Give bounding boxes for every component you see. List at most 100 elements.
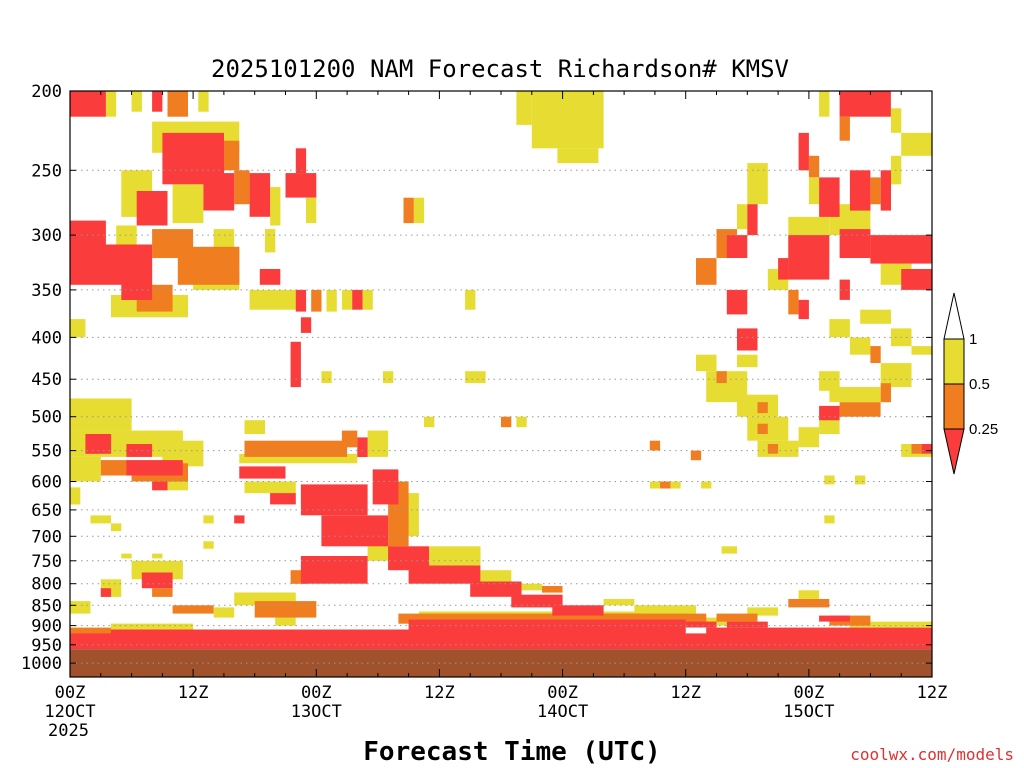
- heatmap-cell: [870, 177, 881, 205]
- heatmap-cell: [367, 430, 389, 457]
- heatmap-cell: [829, 615, 871, 626]
- y-tick-label: 750: [31, 552, 62, 572]
- heatmap-cell: [408, 619, 686, 632]
- heatmap-cell: [665, 607, 696, 614]
- heatmap-cell: [757, 423, 768, 434]
- y-tick-label: 1000: [21, 654, 62, 674]
- heatmap-cell: [921, 444, 932, 454]
- heatmap-cell: [203, 541, 214, 549]
- grid-lines: [70, 169, 932, 664]
- heatmap-cell: [306, 197, 317, 224]
- y-tick-label: 900: [31, 617, 62, 637]
- heatmap-cell: [726, 289, 748, 315]
- heatmap-cell: [829, 319, 850, 338]
- heatmap-cell: [198, 91, 209, 112]
- y-tick-label: 650: [31, 501, 62, 521]
- y-tick-label: 300: [31, 226, 62, 246]
- heatmap-cell: [716, 371, 727, 384]
- y-tick-label: 600: [31, 473, 62, 493]
- heatmap-cell: [341, 430, 358, 448]
- colorbar-label: 1: [969, 331, 977, 348]
- heatmap-cell: [300, 484, 368, 516]
- heatmap-cell: [244, 481, 296, 494]
- heatmap-cell: [141, 572, 173, 589]
- heatmap-cell: [911, 346, 932, 355]
- heatmap-cell: [70, 627, 111, 636]
- heatmap-cell: [808, 155, 820, 178]
- heatmap-cell: [516, 416, 527, 428]
- heatmap-cell: [819, 177, 840, 217]
- heatmap-cell: [839, 229, 871, 258]
- y-tick-label: 700: [31, 527, 62, 547]
- heatmap-cell: [737, 204, 748, 230]
- y-tick-label: 950: [31, 636, 62, 656]
- heatmap-cell: [203, 515, 214, 524]
- heatmap-cell: [829, 387, 881, 403]
- heatmap-cell: [126, 460, 183, 476]
- heatmap-cell: [685, 621, 717, 628]
- chart-title: 2025101200 NAM Forecast Richardson# KMSV: [211, 55, 789, 83]
- heatmap-cell: [116, 225, 137, 249]
- heatmap-cell: [690, 450, 702, 461]
- heatmap-cell: [105, 91, 117, 117]
- heatmap-cell: [901, 132, 932, 156]
- heatmap-cell: [870, 346, 881, 363]
- credit-text: coolwx.com/models: [850, 745, 1014, 764]
- x-tick-label: 12Z: [917, 683, 948, 703]
- heatmap-cell: [839, 279, 850, 300]
- heatmap-cell: [855, 475, 866, 485]
- heatmap-cell: [429, 546, 481, 566]
- heatmap-cell: [839, 116, 850, 141]
- heatmap-cell: [300, 317, 312, 333]
- heatmap-cell: [398, 613, 707, 624]
- heatmap-cell: [757, 402, 768, 414]
- heatmap-cell: [249, 289, 301, 310]
- heatmap-cell: [259, 269, 281, 285]
- heatmap-cell: [501, 416, 512, 428]
- heatmap-cell: [696, 354, 717, 372]
- heatmap-cell: [244, 420, 265, 434]
- y-axis: 200 250 300 350 400 450 500 550 600 650 700 750 8008…: [21, 82, 932, 674]
- heatmap-cell: [270, 493, 296, 505]
- heatmap-cell: [300, 556, 368, 584]
- heatmap-cell: [152, 481, 168, 491]
- heatmap-cell: [121, 553, 132, 559]
- y-tick-label: 500: [31, 408, 62, 428]
- heatmap-cell: [911, 444, 922, 454]
- colorbar-label: 0.25: [969, 421, 998, 438]
- heatmap-cell: [388, 546, 430, 571]
- x-tick-label: 13OCT: [291, 702, 342, 722]
- heatmap-cell: [649, 440, 661, 451]
- heatmap-cell: [901, 269, 932, 290]
- y-tick-label: 200: [31, 82, 62, 102]
- heatmap-cell: [778, 258, 789, 280]
- heatmap-cell: [70, 487, 81, 505]
- heatmap-cell: [798, 427, 820, 448]
- heatmap-cell: [696, 258, 717, 285]
- heatmap-cell: [819, 615, 850, 622]
- heatmap-cell: [788, 599, 830, 608]
- heatmap-cell: [372, 469, 399, 505]
- heatmap-cell: [819, 420, 840, 434]
- heatmap-cell: [660, 481, 671, 489]
- colorbar-segment: [943, 338, 965, 385]
- x-tick-label: 15OCT: [783, 702, 834, 722]
- heatmap-cell: [849, 170, 871, 211]
- heatmap-cell: [70, 91, 106, 117]
- heatmap-cell: [167, 91, 188, 117]
- heatmap-cell: [152, 91, 163, 112]
- heatmap-cell: [239, 453, 358, 464]
- heatmap-cell: [90, 515, 111, 524]
- colorbar-bottom-triangle: [943, 428, 965, 475]
- heatmap-cell: [270, 187, 281, 226]
- heatmap-cell: [321, 371, 332, 384]
- colorbar-segment: [943, 383, 965, 430]
- heatmap-cell: [167, 481, 188, 491]
- heatmap-cell: [465, 371, 486, 384]
- heatmap-cell: [362, 289, 373, 310]
- heatmap-cell: [203, 173, 235, 211]
- heatmap-cell: [100, 460, 127, 476]
- heatmap-cell: [172, 184, 204, 224]
- heatmap-cell: [819, 371, 840, 391]
